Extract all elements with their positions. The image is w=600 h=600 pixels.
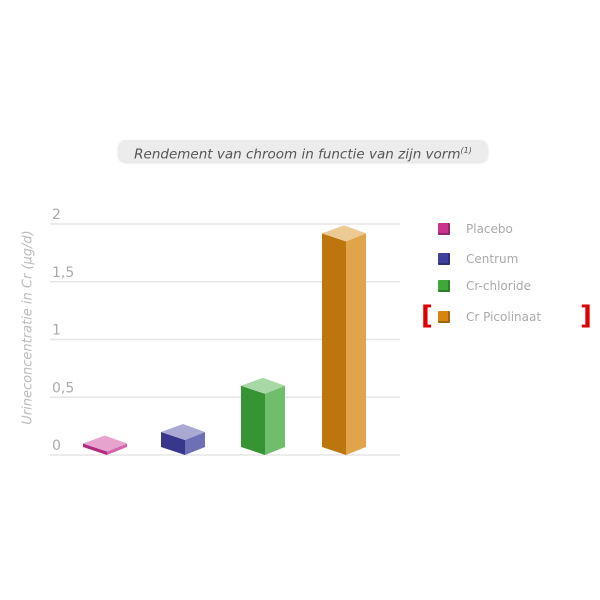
bar-top-1: [161, 423, 205, 440]
legend-label: Cr Picolinaat: [466, 310, 542, 324]
legend-item: Centrum: [438, 252, 518, 266]
legend-swatch: [438, 280, 450, 292]
legend-swatch: [438, 253, 450, 265]
legend-item: Cr-chloride: [438, 279, 531, 293]
legend-swatch: [438, 311, 450, 323]
legend-label: Placebo: [466, 222, 513, 236]
legend-label: Centrum: [466, 252, 519, 266]
y-tick-label: 0: [52, 438, 61, 454]
y-tick-label: 0,5: [52, 380, 74, 396]
bar-side-1: [185, 431, 205, 455]
bar-side-2: [265, 385, 285, 455]
highlight-bracket-right: ]: [580, 301, 592, 331]
legend-item: Cr Picolinaat: [438, 310, 541, 324]
bar-top-0: [83, 435, 127, 452]
y-tick-label: 1: [52, 323, 61, 339]
bar-top-2: [241, 377, 285, 394]
highlight-bracket-left: [: [421, 301, 433, 331]
title-text: Rendement van chroom in functie van zijn…: [134, 146, 461, 163]
chart-title: Rendement van chroom in functie van zijn…: [118, 140, 488, 163]
bar-front-1: [161, 431, 185, 455]
bar-front-0: [83, 443, 107, 455]
legend-item: Placebo: [438, 222, 513, 236]
bar-top-3: [322, 225, 366, 242]
legend-label: Cr-chloride: [466, 279, 532, 293]
bar-side-3: [346, 233, 366, 455]
bar-front-3: [322, 233, 346, 455]
legend-swatch: [438, 223, 450, 235]
y-tick-label: 1,5: [52, 265, 74, 281]
bar-side-0: [107, 443, 127, 455]
y-tick-label: 2: [52, 207, 61, 223]
title-footnote: (1): [460, 146, 472, 155]
bar-front-2: [241, 385, 265, 455]
